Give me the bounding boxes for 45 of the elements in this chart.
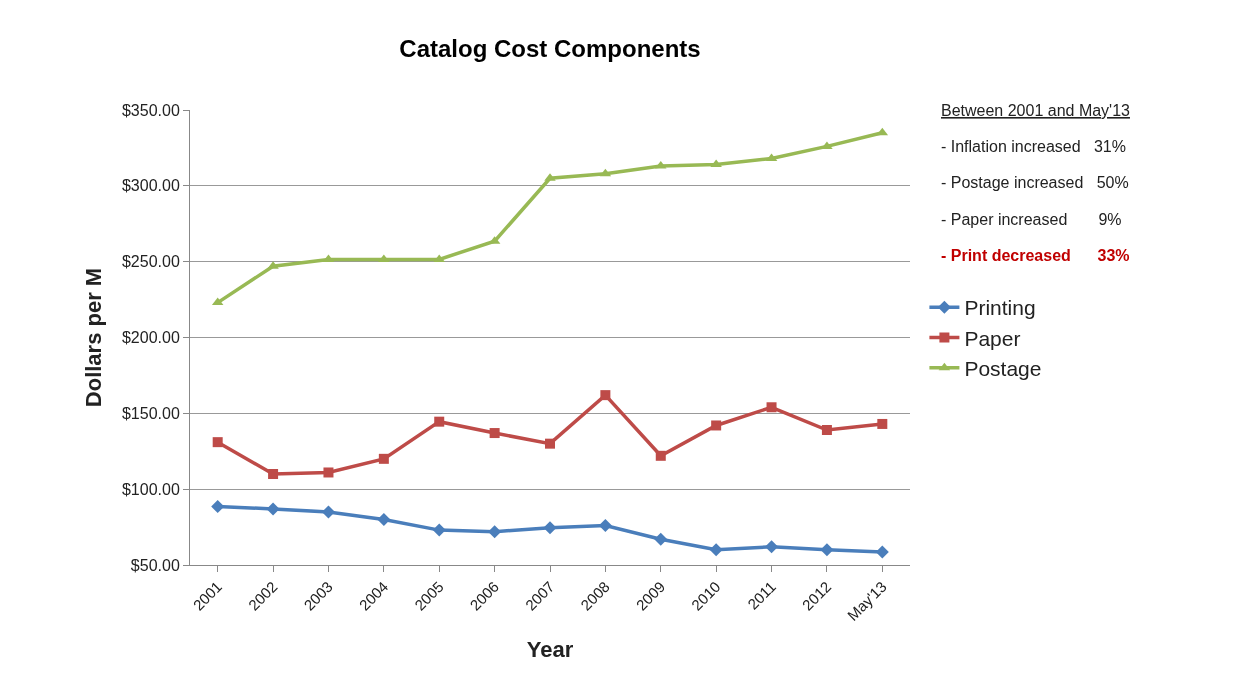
y-tick-label: $350.00 [121,101,180,119]
chart-title: Catalog Cost Components [399,35,701,63]
y-axis-title: Dollars per M [80,267,106,408]
y-tick-label: $250.00 [121,253,180,271]
text: - Inflation increased 31% [941,138,1126,155]
point [377,513,391,526]
point [545,438,555,449]
point [655,450,666,461]
point [212,437,223,448]
point [711,420,722,431]
point [766,402,777,413]
point [211,500,225,514]
legend-label: Printing [964,296,1036,320]
x-axis-title: Year [526,636,574,662]
legend-label: Paper [964,326,1021,350]
point [432,523,446,537]
y-tick-label: $200.00 [121,329,180,347]
point [378,453,389,464]
text: - Postage increased 50% [941,174,1129,191]
point [489,428,500,439]
y-tick-label: $50.00 [130,556,180,574]
point [821,425,832,436]
text: Between 2001 and May'13 [941,102,1131,119]
point [543,521,557,535]
text: - Paper increased 9% [941,211,1122,228]
text: - Print decreased 33% [941,247,1130,264]
point [321,505,335,519]
point [266,502,280,516]
y-tick-label: $100.00 [121,480,180,498]
point [820,543,834,557]
point [765,540,779,554]
point [877,418,888,429]
y-tick-label: $150.00 [121,404,180,422]
point [268,469,279,479]
y-tick-label: $300.00 [121,177,180,195]
point [875,545,889,559]
point [323,467,334,478]
point [654,532,668,546]
point [600,390,611,401]
point [710,159,722,168]
point [709,543,723,557]
point [488,525,502,539]
point [598,519,612,533]
legend-label: Postage [964,356,1042,380]
point [434,416,445,427]
